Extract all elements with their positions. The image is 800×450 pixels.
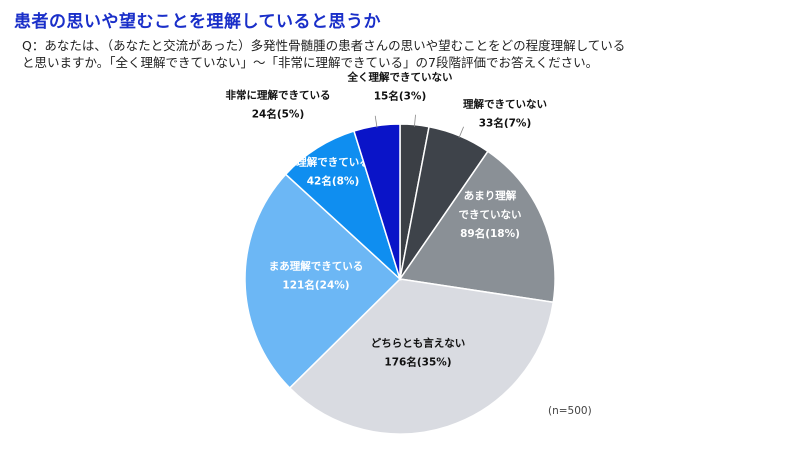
data-label-count-2: 89名(18%) [460, 227, 520, 240]
pie-slice-2 [398, 150, 556, 304]
data-label-count-3: 176名(35%) [384, 356, 451, 369]
data-label-count-0: 15名(3%) [374, 90, 427, 103]
question-text: Q：あなたは、（あなたと交流があった）多発性骨髄腫の患者さんの思いや望むことをど… [22, 37, 722, 71]
data-label-category-1: 理解できていない [463, 98, 547, 111]
data-label-category-3: どちらとも言えない [371, 337, 466, 350]
data-label-count-4: 121名(24%) [282, 279, 349, 292]
question-line-1: Q：あなたは、（あなたと交流があった）多発性骨髄腫の患者さんの思いや望むことをど… [22, 38, 626, 53]
sample-size-note: (n=500) [548, 405, 592, 417]
leader-line-6 [374, 115, 378, 128]
leader-line-1 [458, 126, 464, 138]
data-label-count-6: 24名(5%) [252, 108, 305, 121]
data-label-category-2: あまり理解 [464, 189, 517, 202]
leader-line-0 [414, 114, 416, 127]
data-label-category-0: 全く理解できていない [347, 71, 453, 84]
chart-title: 患者の思いや望むことを理解していると思うか [14, 12, 381, 32]
data-label-category-6: 非常に理解できている [226, 89, 331, 102]
data-label-category-2: できていない [459, 209, 522, 221]
data-label-count-5: 42名(8%) [307, 175, 360, 188]
data-label-count-1: 33名(7%) [479, 117, 532, 130]
question-line-2: と思いますか。「全く理解できていない」～「非常に理解できている」の7段階評価でお… [22, 55, 599, 70]
pie-slice-4 [244, 173, 402, 389]
data-label-category-4: まあ理解できている [269, 260, 364, 273]
data-label-category-5: 理解できている [296, 156, 370, 169]
pie-slice-3 [288, 278, 555, 435]
